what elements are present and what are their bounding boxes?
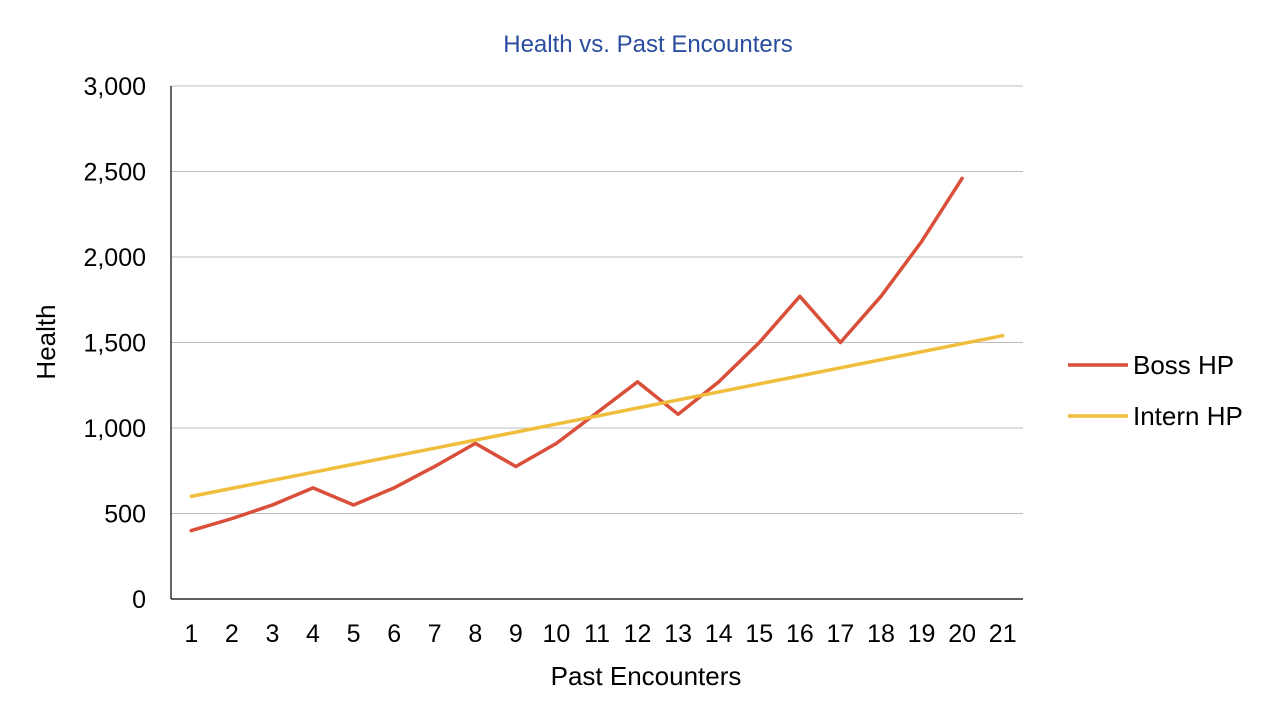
y-tick-label: 2,500 — [83, 159, 146, 187]
series-lines — [189, 176, 1005, 533]
x-tick-label: 17 — [827, 620, 855, 648]
x-tick-label: 14 — [705, 620, 733, 648]
x-tick-label: 4 — [306, 620, 320, 648]
chart-title: Health vs. Past Encounters — [503, 31, 792, 58]
legend: Boss HP Intern HP — [1068, 350, 1243, 431]
y-tick-label: 500 — [104, 501, 146, 529]
x-tick-label: 3 — [265, 620, 279, 648]
y-tick-label: 2,000 — [83, 244, 146, 272]
x-tick-label: 19 — [908, 620, 936, 648]
x-tick-label: 21 — [989, 620, 1017, 648]
legend-label: Intern HP — [1133, 401, 1243, 431]
legend-label: Boss HP — [1133, 350, 1234, 380]
series-line-boss-hp — [189, 176, 964, 533]
series-line-intern-hp — [189, 333, 1005, 499]
y-tick-label: 1,000 — [83, 415, 146, 443]
y-tick-label: 1,500 — [83, 330, 146, 358]
y-axis-label: Health — [31, 304, 61, 379]
x-tick-label: 20 — [948, 620, 976, 648]
x-tick-label: 5 — [347, 620, 361, 648]
x-tick-label: 18 — [867, 620, 895, 648]
axes — [170, 86, 1023, 600]
x-axis-label: Past Encounters — [551, 661, 742, 691]
x-tick-label: 7 — [428, 620, 442, 648]
x-tick-label: 2 — [225, 620, 239, 648]
x-tick-label: 11 — [584, 620, 610, 648]
y-axis-ticks: 0 500 1,000 1,500 2,000 2,500 3,000 — [83, 73, 146, 614]
gridlines — [171, 85, 1023, 514]
x-tick-label: 9 — [509, 620, 523, 648]
x-tick-label: 10 — [543, 620, 571, 648]
x-tick-label: 12 — [624, 620, 652, 648]
x-tick-label: 6 — [387, 620, 401, 648]
x-tick-label: 16 — [786, 620, 814, 648]
x-tick-label: 8 — [468, 620, 482, 648]
y-tick-label: 3,000 — [83, 73, 146, 101]
x-axis-ticks: 1 2 3 4 5 6 7 8 9 10 11 12 13 14 15 16 17 18 19 20 21 — [184, 620, 1016, 648]
x-tick-label: 15 — [745, 620, 773, 648]
x-tick-label: 1 — [184, 620, 198, 648]
x-tick-label: 13 — [664, 620, 692, 648]
y-tick-label: 0 — [132, 586, 146, 614]
